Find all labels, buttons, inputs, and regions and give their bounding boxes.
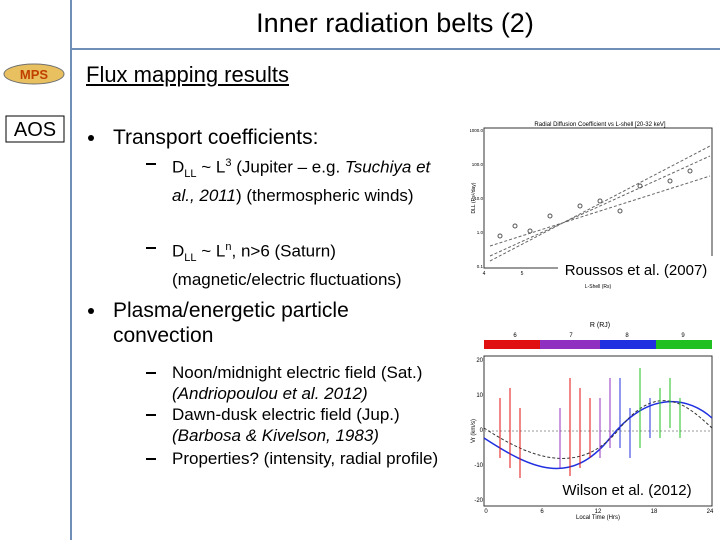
- slide-subtitle: Flux mapping results: [86, 62, 289, 87]
- logo-mps: MPS: [20, 67, 49, 82]
- tick-label: 1.0: [477, 230, 484, 235]
- text-segment: (Barbosa & Kivelson, 1983): [172, 426, 379, 445]
- text-segment: (Andriopoulou et al. 2012): [172, 384, 368, 403]
- bullet-dot: [88, 308, 94, 314]
- tick-label: 12: [595, 509, 602, 515]
- band-purple: [540, 340, 600, 349]
- text-segment: 3: [225, 157, 232, 169]
- logo-mps-shape: [3, 63, 65, 85]
- sub-item-text: DLL ~ L3 (Jupiter – e.g. Tsuchiya et al.…: [172, 153, 456, 206]
- logo-aos: AOS: [14, 119, 56, 141]
- sub-item-text: Dawn-dusk electric field (Jup.) (Barbosa…: [172, 404, 456, 446]
- tick-label: 7: [569, 333, 573, 339]
- text-segment: D: [172, 241, 185, 261]
- fig-title: Radial Diffusion Coefficient vs L-shell …: [534, 122, 666, 128]
- x-axis-label: Local Time (Hrs): [576, 515, 620, 521]
- tick-label: 5: [521, 271, 524, 277]
- tick-label: 0: [480, 428, 484, 434]
- tick-label: 0: [484, 509, 488, 515]
- x-ticks: 0 6 12 18 24: [484, 509, 714, 515]
- logo-aos-frame: [5, 115, 65, 143]
- sub-dash: [146, 414, 156, 416]
- top-ticks: 6 7 8 9: [513, 333, 685, 339]
- sidebar-rule: [70, 0, 72, 540]
- tick-label: 24: [707, 509, 714, 515]
- y-ticks: 1000.0 100.0 10.0 1.0 0.1: [470, 128, 483, 269]
- text-segment: ~ L: [196, 157, 226, 177]
- y-axis-label: DLL (Rs²/day): [471, 182, 477, 213]
- sub-item-text: Properties? (intensity, radial profile): [172, 448, 456, 469]
- band-blue: [600, 340, 656, 349]
- title-rule: [70, 48, 720, 50]
- sub-item: Noon/midnight electric field (Sat.) (And…: [146, 362, 456, 404]
- bullet: Transport coefficients:: [86, 125, 433, 150]
- sub-item-text: DLL ~ Ln, n>6 (Saturn) (magnetic/electri…: [172, 237, 456, 290]
- tick-label: 18: [651, 509, 658, 515]
- sub-dash: [146, 247, 156, 249]
- text-segment: Dawn-dusk electric field (Jup.): [172, 405, 400, 424]
- y-ticks: 20 10 0 -10 -20: [474, 358, 483, 504]
- text-segment: Tsuchiya et al., 2011: [172, 157, 431, 206]
- tick-label: 0.1: [477, 264, 484, 269]
- bullet-text: Transport coefficients:: [113, 126, 319, 149]
- bullet-text: Plasma/energetic particle convection: [113, 299, 349, 347]
- tick-label: 6: [540, 509, 544, 515]
- tick-label: 100.0: [472, 162, 484, 167]
- text-segment: ~ L: [196, 241, 226, 261]
- tick-label: 4: [483, 271, 486, 277]
- tick-label: -20: [474, 498, 483, 504]
- text-segment: (Jupiter – e.g.: [231, 157, 345, 177]
- tick-label: 6: [513, 333, 517, 339]
- text-segment: , n>6 (Saturn) (magnetic/electric fluctu…: [172, 241, 402, 290]
- figure-1: Radial Diffusion Coefficient vs L-shell …: [470, 116, 718, 292]
- band-green: [656, 340, 712, 349]
- text-segment: ) (thermospheric winds): [235, 186, 414, 206]
- caption-bg: [558, 256, 716, 282]
- logos: MPS AOS: [3, 63, 65, 143]
- tick-label: 10: [476, 393, 483, 399]
- sub-item-text: Noon/midnight electric field (Sat.) (And…: [172, 362, 456, 404]
- tick-label: 10.0: [474, 196, 483, 201]
- figure-2: R (RJ) 6 7 8 9 20 10 0 -10 -20 0 6 12 18 24 Vr (km/…: [471, 322, 714, 521]
- tick-label: 9: [681, 333, 685, 339]
- text-segment: n: [225, 241, 232, 253]
- figure-caption: Wilson et al. (2012): [562, 482, 691, 499]
- y-axis-label: Vr (km/s): [471, 419, 477, 443]
- figure-caption: Roussos et al. (2007): [565, 262, 708, 279]
- sub-item: DLL ~ Ln, n>6 (Saturn) (magnetic/electri…: [146, 237, 456, 290]
- tick-label: 1000.0: [470, 128, 483, 133]
- slide-title: Inner radiation belts (2): [256, 8, 534, 38]
- sub-dash: [146, 163, 156, 165]
- text-segment: D: [172, 157, 185, 177]
- sub-item: Dawn-dusk electric field (Jup.) (Barbosa…: [146, 404, 456, 446]
- tick-label: 20: [476, 358, 483, 364]
- sub-item: Properties? (intensity, radial profile): [146, 448, 456, 469]
- bullet-dot: [88, 135, 94, 141]
- text-segment: LL: [184, 168, 197, 181]
- text-segment: Noon/midnight electric field (Sat.): [172, 363, 423, 382]
- text-segment: Properties? (intensity, radial profile): [172, 449, 439, 468]
- sub-item: DLL ~ L3 (Jupiter – e.g. Tsuchiya et al.…: [146, 153, 456, 206]
- bullet: Plasma/energetic particle convection: [86, 298, 433, 348]
- fig-title: R (RJ): [590, 322, 610, 329]
- sub-dash: [146, 372, 156, 374]
- fit-curve: [483, 401, 713, 470]
- text-segment: LL: [184, 252, 197, 265]
- data-points: [497, 168, 693, 239]
- sub-dash: [146, 458, 156, 460]
- fit-lines: [489, 145, 711, 262]
- data-bars: [499, 368, 681, 488]
- caption-bg: [546, 476, 708, 502]
- fit-curve-2: [483, 400, 713, 459]
- band-red: [484, 340, 540, 349]
- tick-label: 8: [625, 333, 629, 339]
- tick-label: -10: [474, 463, 483, 469]
- x-axis-label: L-Shell (Rs): [585, 284, 612, 290]
